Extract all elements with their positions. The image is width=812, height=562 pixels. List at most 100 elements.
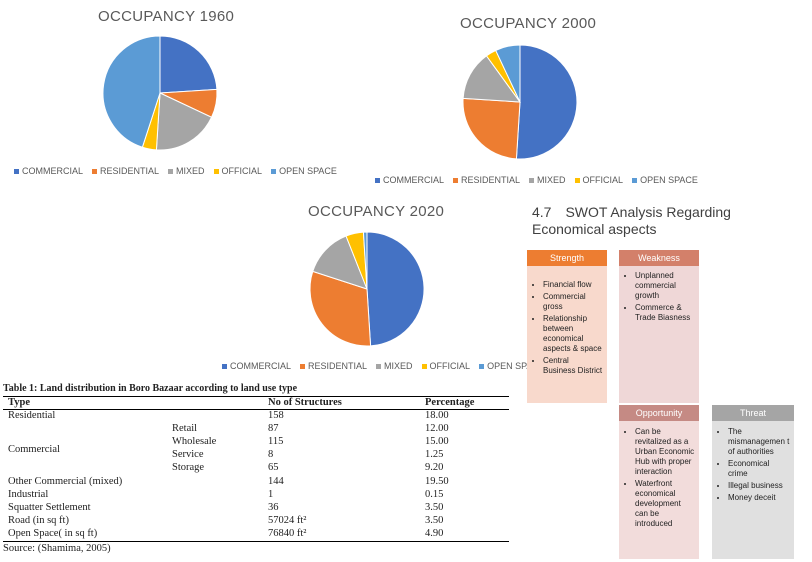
- list-item: Relationship between economical aspects …: [543, 314, 603, 354]
- pie-2020: [309, 231, 425, 347]
- legend-item: COMMERCIAL: [14, 166, 83, 176]
- cell-structures: 8: [268, 449, 274, 460]
- cell-subtype: Wholesale: [172, 436, 217, 447]
- legend-swatch: [14, 168, 19, 174]
- cell-structures: 57024 ft²: [268, 515, 307, 526]
- cell-structures: 87: [268, 423, 279, 434]
- cell-structures: 1: [268, 489, 274, 500]
- legend-swatch: [574, 177, 580, 183]
- cell-type: Industrial: [8, 489, 49, 500]
- cell-type-commercial: Commercial: [8, 444, 60, 455]
- pie-slice-commercial: [515, 44, 578, 160]
- list-item: The mismanagemen t of authorities: [728, 427, 790, 457]
- legend-item: RESIDENTIAL: [92, 166, 159, 176]
- legend-item: RESIDENTIAL: [300, 361, 367, 371]
- list-item: Commerce & Trade Biasness: [635, 303, 695, 323]
- legend-swatch: [479, 363, 485, 369]
- strength-list: Financial flow Commercial gross Relation…: [533, 280, 603, 376]
- section-title-line1: SWOT Analysis Regarding: [565, 204, 731, 220]
- cell-type: Residential: [8, 410, 56, 421]
- legend-swatch: [453, 177, 459, 183]
- opportunity-list: Can be revitalized as a Urban Economic H…: [625, 427, 695, 529]
- swot-heading: 4.7 SWOT Analysis Regarding Economical as…: [532, 204, 807, 238]
- pie-slice-open-space: [495, 44, 521, 103]
- cell-percentage: 0.15: [425, 489, 444, 500]
- cell-type: Open Space( in sq ft): [8, 528, 98, 539]
- cell-structures: 76840 ft²: [268, 528, 307, 539]
- pie-2000: [462, 44, 578, 160]
- pie-slice-mixed: [155, 92, 213, 151]
- chart-title-1960: OCCUPANCY 1960: [98, 8, 235, 25]
- legend-item: OPEN SPACE: [271, 166, 337, 176]
- swot-strength-box: Financial flow Commercial gross Relation…: [527, 266, 607, 403]
- cell-percentage: 1.25: [425, 449, 444, 460]
- cell-type: Squatter Settlement: [8, 502, 91, 513]
- header-percentage: Percentage: [425, 397, 475, 408]
- legend-2000: COMMERCIAL RESIDENTIAL MIXED OFFICIAL OP…: [375, 175, 698, 185]
- cell-percentage: 3.50: [425, 502, 444, 513]
- section-number: 4.7: [532, 204, 552, 220]
- swot-opportunity-header: Opportunity: [619, 405, 699, 421]
- list-item: Waterfront economical development can be…: [635, 479, 695, 529]
- cell-structures: 36: [268, 502, 279, 513]
- pie-charts: [102, 35, 578, 347]
- header-structures: No of Structures: [268, 397, 342, 408]
- pie-slice-open-space: [362, 231, 368, 290]
- cell-percentage: 19.50: [425, 476, 449, 487]
- legend-swatch: [271, 168, 277, 174]
- table-header-rule: [3, 409, 509, 410]
- legend-item: COMMERCIAL: [222, 361, 291, 371]
- swot-weakness-box: Unplanned commercial growth Commerce & T…: [619, 266, 699, 403]
- legend-swatch: [222, 363, 227, 369]
- legend-item: OPEN SPACE: [479, 361, 545, 371]
- list-item: Unplanned commercial growth: [635, 271, 695, 301]
- legend-swatch: [92, 168, 98, 174]
- legend-item: COMMERCIAL: [375, 175, 444, 185]
- legend-item: MIXED: [376, 361, 413, 371]
- table-caption: Table 1: Land distribution in Boro Bazaa…: [3, 383, 298, 394]
- pie-1960: [102, 35, 218, 151]
- legend-1960: COMMERCIAL RESIDENTIAL MIXED OFFICIAL OP…: [14, 166, 337, 176]
- cell-percentage: 9.20: [425, 462, 444, 473]
- legend-item: OFFICIAL: [574, 175, 623, 185]
- cell-structures: 65: [268, 462, 279, 473]
- table-bottom-rule: [3, 541, 509, 542]
- header-type: Type: [8, 397, 30, 408]
- legend-item: MIXED: [168, 166, 205, 176]
- cell-percentage: 18.00: [425, 410, 449, 421]
- legend-swatch: [632, 177, 638, 183]
- cell-structures: 158: [268, 410, 284, 421]
- legend-item: RESIDENTIAL: [453, 175, 520, 185]
- pie-slice-open-space: [102, 35, 161, 148]
- pie-slice-residential: [309, 270, 372, 347]
- cell-percentage: 3.50: [425, 515, 444, 526]
- threat-list: The mismanagemen t of authorities Econom…: [718, 427, 790, 503]
- legend-swatch: [421, 363, 427, 369]
- legend-swatch: [375, 177, 380, 183]
- pie-slice-commercial: [366, 231, 425, 347]
- legend-swatch: [376, 363, 382, 369]
- legend-swatch: [300, 363, 306, 369]
- chart-title-2020: OCCUPANCY 2020: [308, 203, 445, 220]
- list-item: Economical crime: [728, 459, 790, 479]
- swot-threat-box: The mismanagemen t of authorities Econom…: [712, 421, 794, 559]
- cell-subtype: Storage: [172, 462, 205, 473]
- legend-swatch: [529, 177, 535, 183]
- list-item: Commercial gross: [543, 292, 603, 312]
- pie-slice-residential: [462, 97, 521, 160]
- table-source: Source: (Shamima, 2005): [3, 543, 111, 554]
- legend-item: OPEN SPACE: [632, 175, 698, 185]
- list-item: Illegal business: [728, 481, 790, 491]
- cell-percentage: 12.00: [425, 423, 449, 434]
- legend-item: MIXED: [529, 175, 566, 185]
- cell-type: Road (in sq ft): [8, 515, 69, 526]
- swot-opportunity-box: Can be revitalized as a Urban Economic H…: [619, 421, 699, 559]
- pie-slice-commercial: [159, 35, 218, 94]
- cell-percentage: 15.00: [425, 436, 449, 447]
- cell-structures: 144: [268, 476, 284, 487]
- cell-type: Other Commercial (mixed): [8, 476, 123, 487]
- section-title-line2: Economical aspects: [532, 221, 657, 237]
- chart-title-2000: OCCUPANCY 2000: [460, 15, 597, 32]
- list-item: Central Business District: [543, 356, 603, 376]
- swot-weakness-header: Weakness: [619, 250, 699, 266]
